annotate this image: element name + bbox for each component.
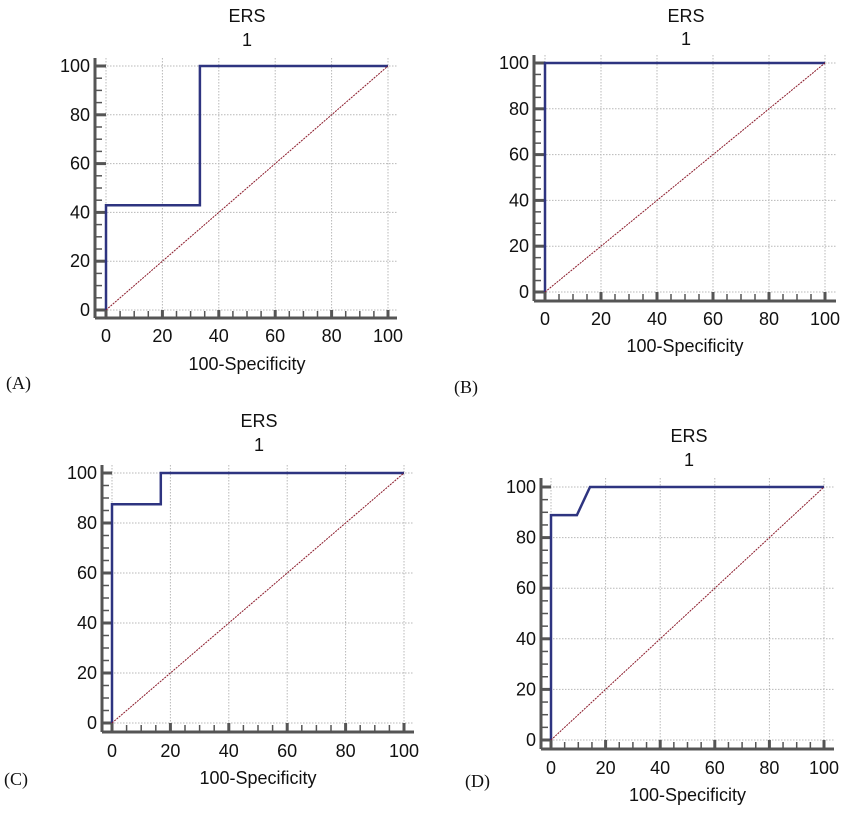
y-tick-label: 100: [67, 463, 97, 483]
chart-subtitle: 1: [684, 450, 694, 470]
x-tick-label: 100: [373, 326, 403, 346]
x-tick-label: 60: [265, 326, 285, 346]
y-tick-label: 60: [509, 145, 529, 165]
y-tick-label: 40: [509, 190, 529, 210]
x-tick-label: 80: [336, 741, 356, 761]
reference-diagonal-line: [105, 65, 389, 311]
y-tick-label: 80: [77, 513, 97, 533]
y-tick-label: 60: [70, 154, 90, 174]
y-tick-label: 40: [77, 613, 97, 633]
x-tick-label: 80: [759, 758, 779, 778]
x-tick-label: 20: [591, 309, 611, 329]
y-tick-label: 60: [77, 563, 97, 583]
x-tick-label: 60: [277, 741, 297, 761]
panel-label: (A): [6, 373, 31, 394]
x-tick-label: 20: [160, 741, 180, 761]
reference-diagonal-line: [550, 486, 825, 741]
y-tick-label: 20: [70, 251, 90, 271]
panel-label: (B): [454, 377, 478, 398]
y-tick-label: 100: [506, 477, 536, 497]
chart-subtitle: 1: [254, 435, 264, 455]
x-tick-label: 100: [389, 741, 419, 761]
y-tick-label: 0: [80, 300, 90, 320]
reference-diagonal-line: [544, 62, 826, 293]
chart-title: ERS: [240, 411, 277, 431]
x-tick-label: 100: [810, 309, 840, 329]
panel-label: (D): [465, 771, 490, 792]
y-tick-label: 40: [70, 202, 90, 222]
chart-title: ERS: [670, 426, 707, 446]
y-tick-label: 80: [509, 99, 529, 119]
x-tick-label: 40: [219, 741, 239, 761]
chart-title: ERS: [667, 6, 704, 26]
chart-subtitle: 1: [242, 30, 252, 50]
x-tick-label: 20: [152, 326, 172, 346]
x-tick-label: 40: [209, 326, 229, 346]
y-tick-label: 20: [509, 236, 529, 256]
panel-label: (C): [4, 769, 28, 790]
x-tick-label: 0: [107, 741, 117, 761]
roc-panel-c: ERS 1 0 20 40 60 80 100 0 20 40 60 80 100 100-Specific…: [4, 411, 419, 790]
roc-curve: [104, 64, 388, 310]
y-tick-label: 0: [519, 282, 529, 302]
y-tick-label: 20: [516, 679, 536, 699]
y-tick-label: 100: [60, 56, 90, 76]
x-tick-label: 80: [759, 309, 779, 329]
roc-curve: [549, 485, 824, 740]
y-tick-label: 80: [516, 528, 536, 548]
roc-panel-d: ERS 1 0 20 40 60 80 100 0 20 40 60 80 100 100-Specific…: [465, 426, 839, 805]
x-tick-label: 80: [322, 326, 342, 346]
x-tick-label: 60: [705, 758, 725, 778]
roc-panel-b: ERS 1 0 20 40 60 80 100 0 20 40 60 80 100 100-Specific…: [454, 6, 840, 398]
y-tick-label: 40: [516, 629, 536, 649]
x-tick-label: 0: [546, 758, 556, 778]
chart-subtitle: 1: [681, 29, 691, 49]
x-axis-label: 100-Specificity: [629, 785, 746, 805]
y-tick-label: 0: [526, 730, 536, 750]
x-axis-label: 100-Specificity: [188, 354, 305, 374]
x-tick-label: 0: [101, 326, 111, 346]
roc-curve: [110, 471, 404, 723]
x-axis-label: 100-Specificity: [626, 336, 743, 356]
x-tick-label: 0: [540, 309, 550, 329]
reference-diagonal-line: [111, 472, 405, 724]
y-tick-label: 80: [70, 105, 90, 125]
x-tick-label: 20: [596, 758, 616, 778]
x-tick-label: 60: [703, 309, 723, 329]
y-tick-label: 20: [77, 663, 97, 683]
roc-panel-a: ERS 1 0 20 40 60 80 100 0 20 40 60 80 100 100-Specific…: [6, 6, 403, 394]
chart-title: ERS: [228, 6, 265, 26]
y-tick-label: 100: [499, 53, 529, 73]
y-tick-label: 0: [87, 713, 97, 733]
y-tick-label: 60: [516, 578, 536, 598]
x-tick-label: 40: [650, 758, 670, 778]
x-axis-label: 100-Specificity: [199, 768, 316, 788]
x-tick-label: 100: [809, 758, 839, 778]
x-tick-label: 40: [647, 309, 667, 329]
roc-curve: [543, 61, 825, 292]
